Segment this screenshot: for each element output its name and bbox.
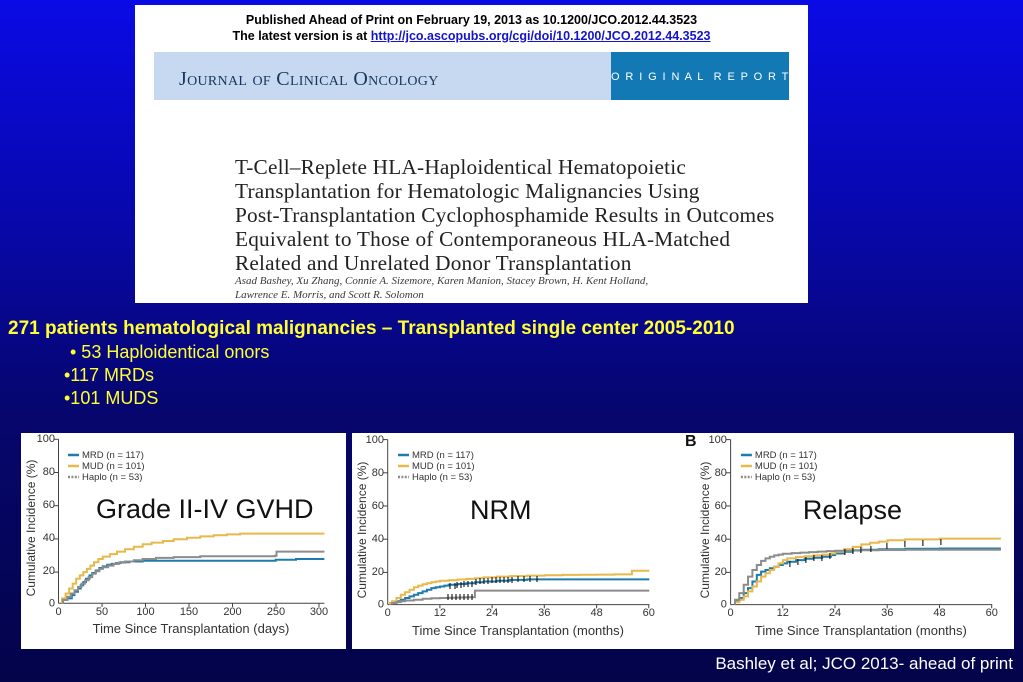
svg-text:100: 100 xyxy=(709,434,727,446)
svg-text:Time Since Transplantation (mo: Time Since Transplantation (months) xyxy=(755,623,967,638)
svg-text:100: 100 xyxy=(136,606,154,618)
svg-text:Cumulative Incidence (%): Cumulative Incidence (%) xyxy=(698,462,712,599)
svg-text:0: 0 xyxy=(385,607,391,619)
svg-text:60: 60 xyxy=(715,500,727,512)
svg-text:Time Since Transplantation (mo: Time Since Transplantation (months) xyxy=(412,623,624,638)
svg-text:Time Since Transplantation (da: Time Since Transplantation (days) xyxy=(93,621,290,636)
svg-text:80: 80 xyxy=(43,466,55,478)
svg-text:60: 60 xyxy=(372,500,384,512)
svg-text:250: 250 xyxy=(267,606,285,618)
svg-text:Haplo (n = 53): Haplo (n = 53) xyxy=(82,472,142,483)
svg-text:0: 0 xyxy=(378,599,384,611)
svg-text:36: 36 xyxy=(881,607,893,619)
svg-text:0: 0 xyxy=(728,607,734,619)
svg-text:MUD (n = 101): MUD (n = 101) xyxy=(82,461,145,472)
svg-text:NRM: NRM xyxy=(470,495,532,525)
svg-text:Grade II-IV GVHD: Grade II-IV GVHD xyxy=(96,494,314,524)
svg-text:MRD (n = 117): MRD (n = 117) xyxy=(755,450,817,461)
svg-text:40: 40 xyxy=(43,532,55,544)
svg-text:40: 40 xyxy=(372,533,384,545)
svg-text:20: 20 xyxy=(372,566,384,578)
svg-text:40: 40 xyxy=(715,533,727,545)
svg-text:80: 80 xyxy=(715,467,727,479)
svg-text:MRD (n = 117): MRD (n = 117) xyxy=(412,450,474,461)
svg-text:Relapse: Relapse xyxy=(803,495,902,525)
svg-text:36: 36 xyxy=(538,607,550,619)
svg-text:24: 24 xyxy=(486,607,498,619)
svg-text:60: 60 xyxy=(643,607,655,619)
svg-text:150: 150 xyxy=(180,606,198,618)
svg-text:80: 80 xyxy=(372,467,384,479)
svg-text:60: 60 xyxy=(986,607,998,619)
svg-text:100: 100 xyxy=(366,434,384,446)
svg-text:MUD (n = 101): MUD (n = 101) xyxy=(755,461,818,472)
svg-text:50: 50 xyxy=(96,606,108,618)
svg-text:12: 12 xyxy=(434,607,446,619)
svg-text:200: 200 xyxy=(223,606,241,618)
svg-text:300: 300 xyxy=(310,606,328,618)
svg-text:Cumulative Incidence (%): Cumulative Incidence (%) xyxy=(24,460,38,597)
svg-text:B: B xyxy=(685,433,697,450)
svg-text:Haplo (n = 53): Haplo (n = 53) xyxy=(755,472,815,483)
svg-text:20: 20 xyxy=(715,566,727,578)
svg-text:0: 0 xyxy=(721,599,727,611)
svg-text:100: 100 xyxy=(37,433,55,445)
svg-text:12: 12 xyxy=(777,607,789,619)
svg-text:0: 0 xyxy=(49,598,55,610)
svg-text:MUD (n = 101): MUD (n = 101) xyxy=(412,461,475,472)
svg-text:MRD (n = 117): MRD (n = 117) xyxy=(82,450,144,461)
svg-text:48: 48 xyxy=(590,607,602,619)
svg-text:Cumulative Incidence (%): Cumulative Incidence (%) xyxy=(355,462,369,599)
svg-text:0: 0 xyxy=(55,606,61,618)
svg-text:48: 48 xyxy=(933,607,945,619)
svg-text:20: 20 xyxy=(43,565,55,577)
svg-text:Haplo (n = 53): Haplo (n = 53) xyxy=(412,472,472,483)
svg-text:60: 60 xyxy=(43,499,55,511)
svg-text:24: 24 xyxy=(829,607,841,619)
